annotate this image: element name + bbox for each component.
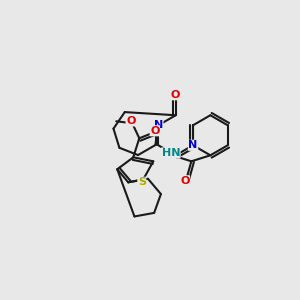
Text: N: N [188, 140, 198, 150]
Text: HN: HN [162, 148, 180, 158]
Text: N: N [154, 120, 163, 130]
Text: S: S [138, 177, 146, 187]
Text: O: O [171, 90, 180, 100]
Text: O: O [180, 176, 190, 186]
Text: O: O [126, 116, 136, 126]
Text: O: O [150, 126, 160, 136]
